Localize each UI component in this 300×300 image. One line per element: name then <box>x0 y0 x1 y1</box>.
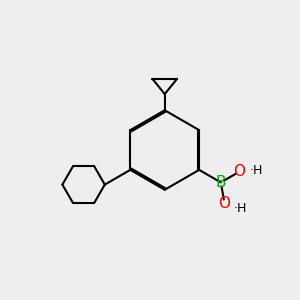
Text: ·H: ·H <box>250 164 263 177</box>
Text: ·H: ·H <box>233 202 247 215</box>
Text: O: O <box>233 164 245 179</box>
Text: B: B <box>216 175 226 190</box>
Text: O: O <box>218 196 230 211</box>
